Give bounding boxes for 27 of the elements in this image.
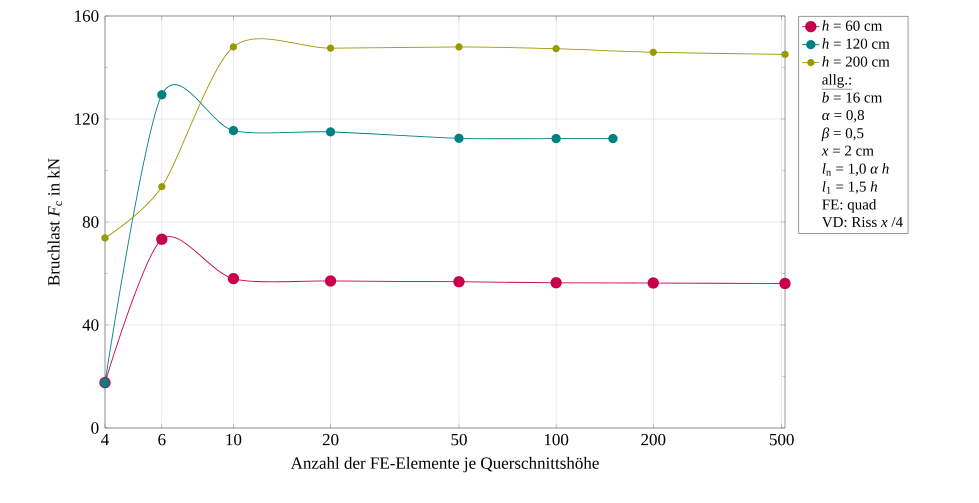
text: l$_{1}$ = 1,5 h <box>822 181 878 194</box>
text: allg.: <box>822 74 851 88</box>
x-tick-label: 6 <box>158 434 166 446</box>
legend-label: h = 200 cm <box>822 56 890 67</box>
y-axis-title: Bruchlast F$_{c}$ in kN <box>48 158 62 286</box>
x-tick-label: 200 <box>641 434 666 446</box>
y-tick-label: 80 <box>82 216 98 228</box>
text: α = 0,8 <box>822 110 864 122</box>
x-tick-label: 4 <box>101 434 109 446</box>
x-tick-label: 10 <box>226 434 242 446</box>
text: l$_{n}$ = 1,0 α h <box>822 163 889 176</box>
y-tick-label: 40 <box>82 319 98 331</box>
text: FE: quad <box>822 199 876 213</box>
text: b = 16 cm <box>822 92 882 103</box>
legend-label: h = 120 cm <box>822 38 890 49</box>
legend-label: h = 60 cm <box>822 20 882 31</box>
x-axis-title: Anzahl der FE-Elemente je Querschnittshöhe <box>290 456 599 472</box>
y-tick-label: 160 <box>75 10 98 22</box>
text: VD: Riss x /4 <box>822 216 903 228</box>
x-tick-label: 50 <box>451 434 467 446</box>
x-tick-label: 20 <box>322 434 338 446</box>
text: β = 0,5 <box>822 128 864 142</box>
text: x = 2 cm <box>822 146 874 156</box>
x-tick-label: 100 <box>544 434 568 446</box>
x-tick-label: 500 <box>770 434 794 446</box>
y-tick-label: 120 <box>75 113 98 125</box>
y-tick-label: 0 <box>91 422 98 434</box>
